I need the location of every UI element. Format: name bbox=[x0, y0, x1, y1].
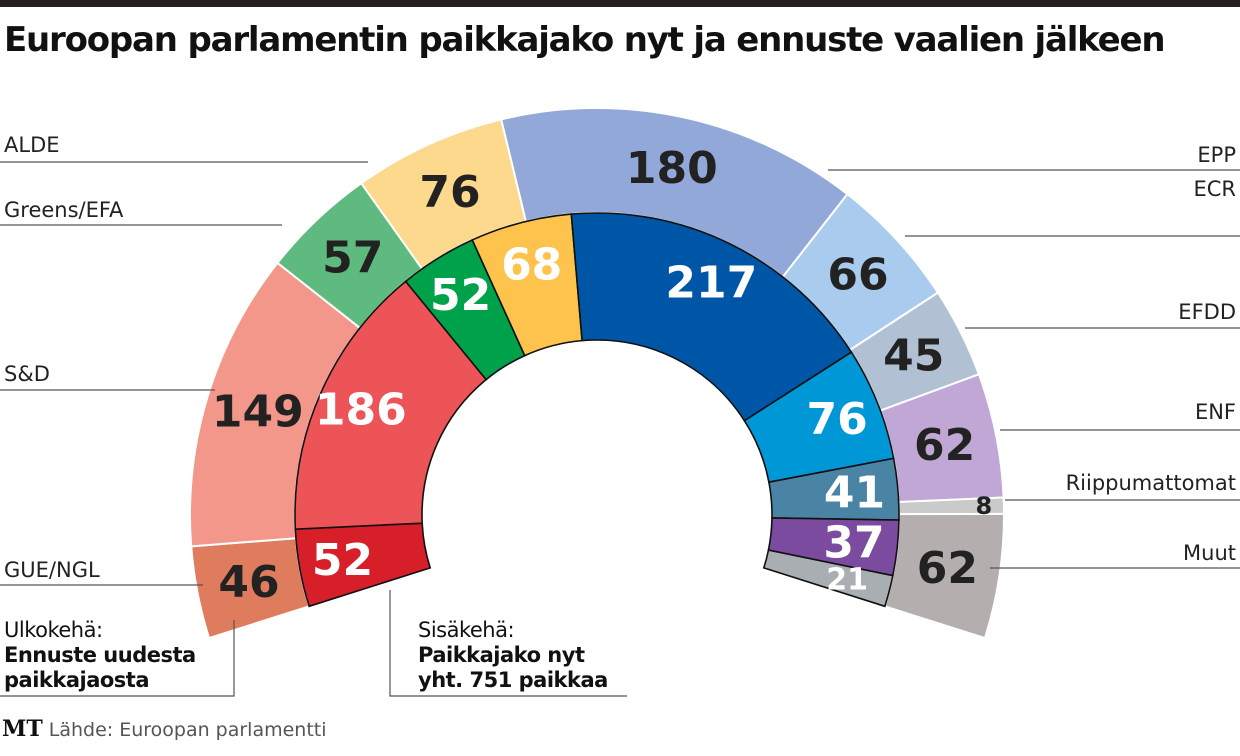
leader-lines bbox=[0, 161, 1240, 697]
inner-slice-muut bbox=[762, 549, 894, 608]
inner-value-alde: 68 bbox=[501, 239, 562, 290]
inner-value-gue-ngl: 52 bbox=[312, 535, 373, 586]
outer-value-gue-ngl: 46 bbox=[218, 557, 279, 608]
outer-value-s-d: 149 bbox=[212, 386, 304, 437]
inner-slice-epp bbox=[570, 212, 853, 422]
source-line: MT Lähde: Euroopan parlamentti bbox=[2, 716, 327, 742]
inner-ring-note: Sisäkehä: Paikkajako nyt yht. 751 paikka… bbox=[418, 618, 608, 693]
label-epp: EPP bbox=[1197, 143, 1236, 167]
outer-note-line1: Ennuste uudesta bbox=[4, 643, 196, 667]
label-riip: Riippumattomat bbox=[1066, 471, 1236, 495]
outer-ring bbox=[189, 107, 1006, 640]
inner-note-line2: yht. 751 paikkaa bbox=[418, 668, 608, 692]
outer-value-efdd: 45 bbox=[883, 330, 944, 381]
outer-value-muut: 62 bbox=[917, 543, 978, 594]
inner-note-title: Sisäkehä: bbox=[418, 618, 515, 642]
label-gue: GUE/NGL bbox=[4, 558, 100, 582]
inner-value-greens-efa: 52 bbox=[430, 270, 491, 321]
inner-value-efdd: 41 bbox=[824, 467, 885, 518]
top-bar bbox=[0, 0, 1240, 7]
inner-value-muut: 21 bbox=[826, 563, 868, 598]
outer-ring-note: Ulkokehä: Ennuste uudesta paikkajaosta bbox=[4, 618, 196, 693]
label-sd: S&D bbox=[4, 362, 50, 386]
mt-logo: MT bbox=[2, 716, 43, 742]
inner-ring bbox=[294, 212, 900, 608]
leader-outer-note bbox=[0, 620, 235, 697]
label-ecr: ECR bbox=[1193, 177, 1236, 201]
outer-value-ecr: 66 bbox=[827, 250, 888, 301]
inner-slice-s-d bbox=[294, 280, 488, 530]
label-muut: Muut bbox=[1183, 541, 1236, 565]
inner-value-s-d: 186 bbox=[315, 384, 407, 435]
outer-value-enf: 62 bbox=[914, 420, 975, 471]
outer-note-title: Ulkokehä: bbox=[4, 618, 103, 642]
inner-value-ecr: 76 bbox=[807, 394, 868, 445]
source-text: Lähde: Euroopan parlamentti bbox=[48, 719, 327, 741]
outer-value-greens-efa: 57 bbox=[322, 233, 383, 284]
inner-note-line1: Paikkajako nyt bbox=[418, 643, 585, 667]
label-enf: ENF bbox=[1195, 400, 1236, 424]
label-alde: ALDE bbox=[4, 133, 60, 157]
chart-title: Euroopan parlamentin paikkajako nyt ja e… bbox=[4, 20, 1166, 60]
outer-value-riippumattomat: 8 bbox=[976, 492, 993, 520]
outer-value-alde: 76 bbox=[419, 167, 480, 218]
leader-inner-note bbox=[389, 590, 627, 697]
outer-value-epp: 180 bbox=[626, 143, 718, 194]
inner-value-epp: 217 bbox=[665, 258, 757, 309]
outer-note-line2: paikkajaosta bbox=[4, 668, 150, 692]
label-greens: Greens/EFA bbox=[4, 198, 124, 222]
inner-value-enf: 37 bbox=[823, 518, 884, 569]
label-efdd: EFDD bbox=[1178, 300, 1236, 324]
